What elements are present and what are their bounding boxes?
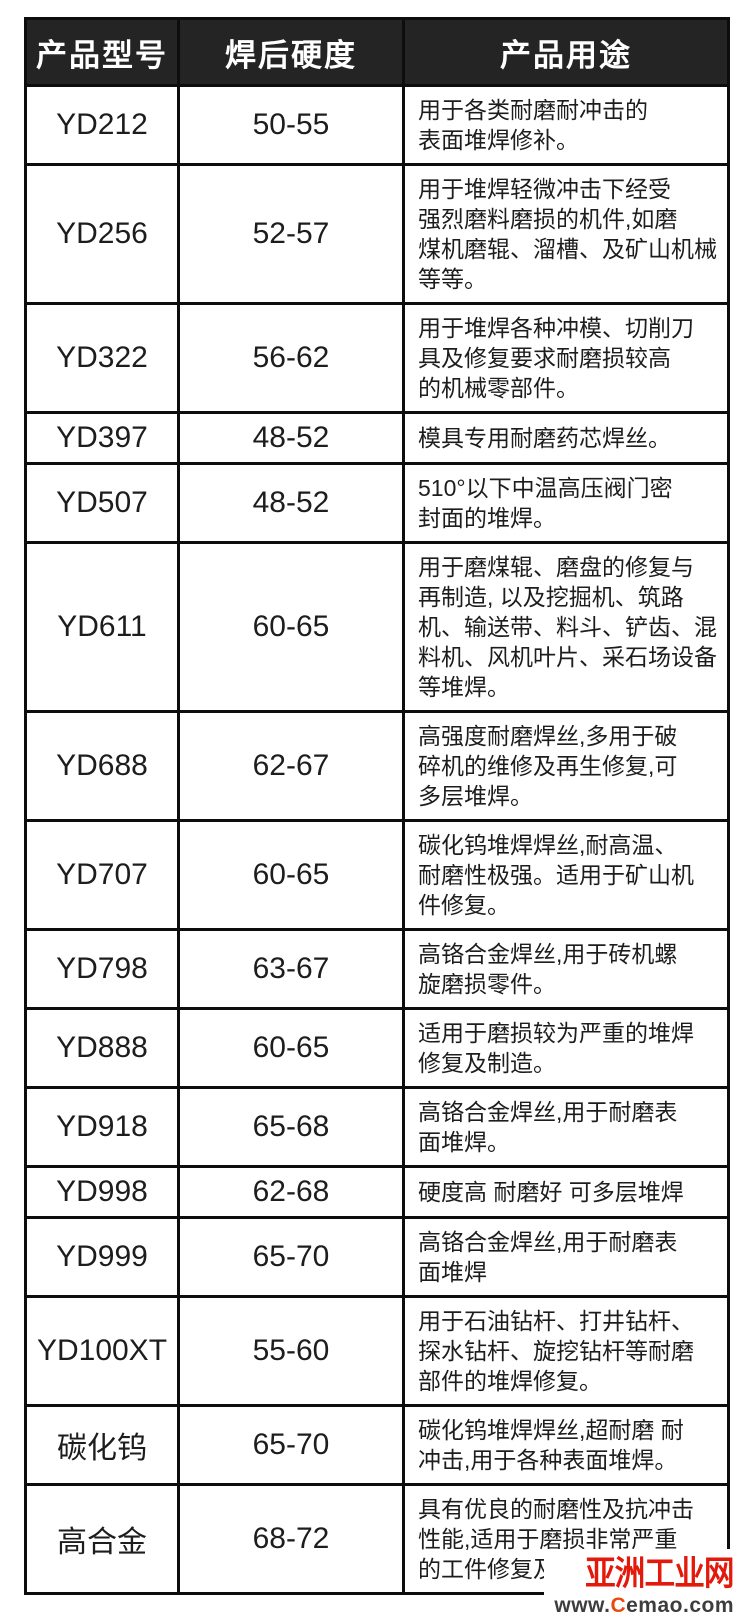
model-cell: YD998 xyxy=(24,1165,180,1219)
usage-cell: 用于磨煤辊、磨盘的修复与 再制造, 以及挖掘机、筑路 机、输送带、料斗、铲齿、混… xyxy=(402,541,730,713)
model-cell: YD507 xyxy=(24,462,180,544)
model-cell: YD918 xyxy=(24,1086,180,1168)
table-row: YD507 48-52 510°以下中温高压阀门密 封面的堆焊。 xyxy=(24,462,730,544)
col-header-hardness: 焊后硬度 xyxy=(177,17,405,87)
table-row: YD999 65-70 高铬合金焊丝,用于耐磨表 面堆焊 xyxy=(24,1216,730,1298)
col-header-usage: 产品用途 xyxy=(402,17,730,87)
usage-cell: 高铬合金焊丝,用于耐磨表 面堆焊 xyxy=(402,1216,730,1298)
model-cell: YD798 xyxy=(24,928,180,1010)
model-cell: YD707 xyxy=(24,819,180,931)
table-row: YD918 65-68 高铬合金焊丝,用于耐磨表 面堆焊。 xyxy=(24,1086,730,1168)
col-header-model: 产品型号 xyxy=(24,17,180,87)
table-row: YD798 63-67 高铬合金焊丝,用于砖机螺 旋磨损零件。 xyxy=(24,928,730,1010)
url-rest: emao.com xyxy=(626,1594,734,1617)
model-cell: YD888 xyxy=(24,1007,180,1089)
model-cell: YD999 xyxy=(24,1216,180,1298)
cemao-c-mark-icon: C xyxy=(610,1594,627,1617)
hardness-cell: 50-55 xyxy=(177,84,405,166)
usage-cell: 高铬合金焊丝,用于砖机螺 旋磨损零件。 xyxy=(402,928,730,1010)
usage-cell: 碳化钨堆焊焊丝,耐高温、 耐磨性极强。适用于矿山机 件修复。 xyxy=(402,819,730,931)
hardness-cell: 65-70 xyxy=(177,1216,405,1298)
model-cell: YD256 xyxy=(24,163,180,305)
hardness-cell: 68-72 xyxy=(177,1483,405,1595)
table-row: YD611 60-65 用于磨煤辊、磨盘的修复与 再制造, 以及挖掘机、筑路 机、输… xyxy=(24,541,730,713)
hardness-cell: 63-67 xyxy=(177,928,405,1010)
model-cell: YD322 xyxy=(24,302,180,414)
usage-cell: 高强度耐磨焊丝,多用于破 碎机的维修及再生修复,可 多层堆焊。 xyxy=(402,710,730,822)
usage-cell: 硬度高 耐磨好 可多层堆焊 xyxy=(402,1165,730,1219)
hardness-cell: 62-67 xyxy=(177,710,405,822)
url-www: www. xyxy=(554,1594,611,1617)
hardness-cell: 52-57 xyxy=(177,163,405,305)
table-row: YD688 62-67 高强度耐磨焊丝,多用于破 碎机的维修及再生修复,可 多层堆焊… xyxy=(24,710,730,822)
usage-cell: 适用于磨损较为严重的堆焊 修复及制造。 xyxy=(402,1007,730,1089)
usage-cell: 模具专用耐磨药芯焊丝。 xyxy=(402,411,730,465)
hardness-cell: 48-52 xyxy=(177,462,405,544)
table-row: YD256 52-57 用于堆焊轻微冲击下经受 强烈磨料磨损的机件,如磨 煤机磨辊、… xyxy=(24,163,730,305)
model-cell: 高合金 xyxy=(24,1483,180,1595)
hardness-cell: 56-62 xyxy=(177,302,405,414)
table-row: YD998 62-68 硬度高 耐磨好 可多层堆焊 xyxy=(24,1165,730,1219)
table-row: YD322 56-62 用于堆焊各种冲模、切削刀 具及修复要求耐磨损较高 的机械零部… xyxy=(24,302,730,414)
table-row: YD212 50-55 用于各类耐磨耐冲击的 表面堆焊修补。 xyxy=(24,84,730,166)
product-table: 产品型号 焊后硬度 产品用途 YD212 50-55 用于各类耐磨耐冲击的 表面堆焊… xyxy=(24,17,730,1595)
hardness-cell: 60-65 xyxy=(177,541,405,713)
model-cell: YD688 xyxy=(24,710,180,822)
model-cell: YD100XT xyxy=(24,1295,180,1407)
usage-cell: 510°以下中温高压阀门密 封面的堆焊。 xyxy=(402,462,730,544)
hardness-cell: 65-68 xyxy=(177,1086,405,1168)
table-row: YD707 60-65 碳化钨堆焊焊丝,耐高温、 耐磨性极强。适用于矿山机 件修复。 xyxy=(24,819,730,931)
model-cell: YD611 xyxy=(24,541,180,713)
watermark: 亚洲工业网 www.Cemao.com xyxy=(544,1549,735,1619)
hardness-cell: 60-65 xyxy=(177,819,405,931)
usage-cell: 碳化钨堆焊焊丝,超耐磨 耐 冲击,用于各种表面堆焊。 xyxy=(402,1404,730,1486)
hardness-cell: 65-70 xyxy=(177,1404,405,1486)
table-row: YD100XT 55-60 用于石油钻杆、打井钻杆、 探水钻杆、旋挖钻杆等耐磨 部件… xyxy=(24,1295,730,1407)
table-row: 碳化钨 65-70 碳化钨堆焊焊丝,超耐磨 耐 冲击,用于各种表面堆焊。 xyxy=(24,1404,730,1486)
usage-cell: 用于堆焊轻微冲击下经受 强烈磨料磨损的机件,如磨 煤机磨辊、溜槽、及矿山机械 等… xyxy=(402,163,730,305)
hardness-cell: 48-52 xyxy=(177,411,405,465)
model-cell: 碳化钨 xyxy=(24,1404,180,1486)
watermark-url: www.Cemao.com xyxy=(554,1593,734,1619)
usage-cell: 用于堆焊各种冲模、切削刀 具及修复要求耐磨损较高 的机械零部件。 xyxy=(402,302,730,414)
usage-cell: 高铬合金焊丝,用于耐磨表 面堆焊。 xyxy=(402,1086,730,1168)
table-row: YD397 48-52 模具专用耐磨药芯焊丝。 xyxy=(24,411,730,465)
table-row: 高合金 68-72 具有优良的耐磨性及抗冲击 性能,适用于磨损非常严重 的工件修复及… xyxy=(24,1483,730,1595)
asia-industry-logo: 亚洲工业网 xyxy=(585,1555,735,1593)
usage-cell: 用于各类耐磨耐冲击的 表面堆焊修补。 xyxy=(402,84,730,166)
hardness-cell: 55-60 xyxy=(177,1295,405,1407)
usage-cell: 用于石油钻杆、打井钻杆、 探水钻杆、旋挖钻杆等耐磨 部件的堆焊修复。 xyxy=(402,1295,730,1407)
table-row: YD888 60-65 适用于磨损较为严重的堆焊 修复及制造。 xyxy=(24,1007,730,1089)
header-row: 产品型号 焊后硬度 产品用途 xyxy=(24,17,730,87)
model-cell: YD212 xyxy=(24,84,180,166)
model-cell: YD397 xyxy=(24,411,180,465)
hardness-cell: 60-65 xyxy=(177,1007,405,1089)
hardness-cell: 62-68 xyxy=(177,1165,405,1219)
